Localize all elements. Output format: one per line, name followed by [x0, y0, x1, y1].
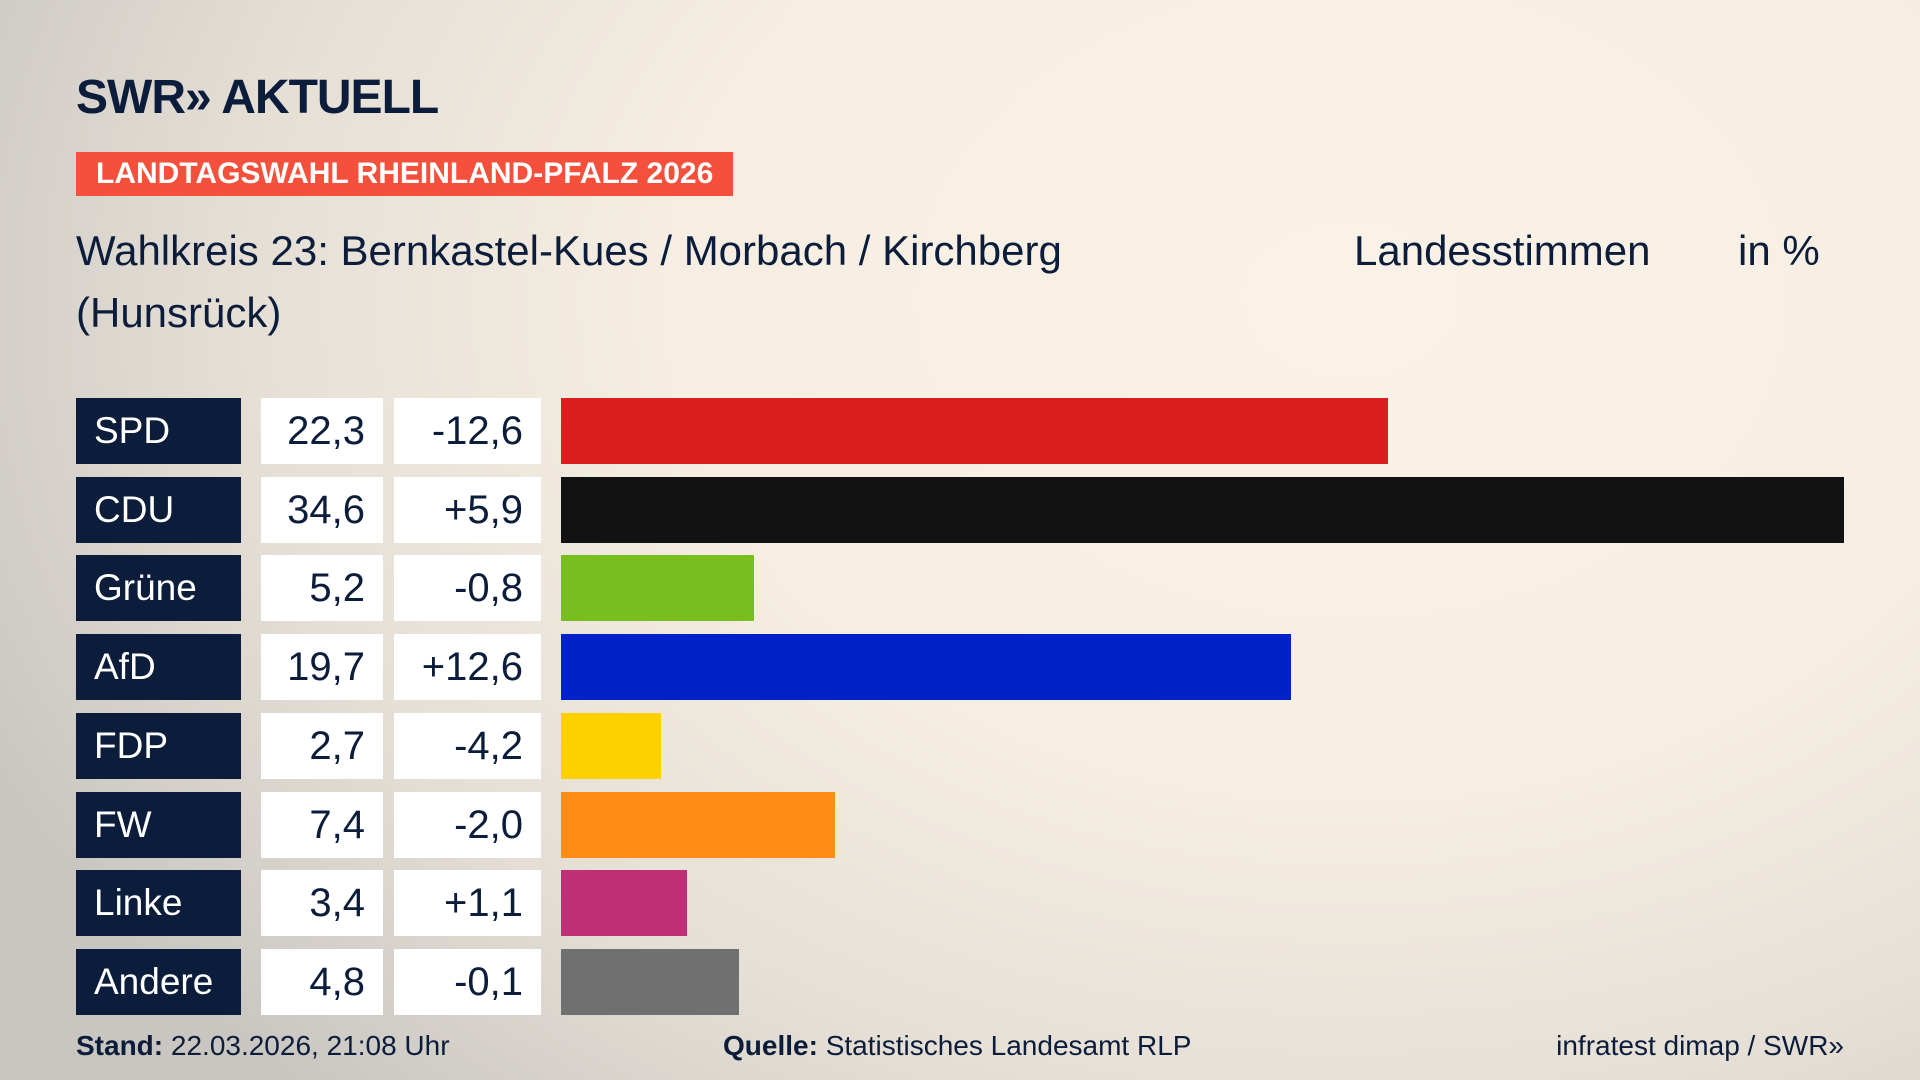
value-label: 2,7	[261, 712, 383, 779]
stand-value: 22.03.2026, 21:08 Uhr	[170, 1030, 450, 1061]
bar	[561, 870, 688, 937]
page-title: Wahlkreis 23: Bernkastel-Kues / Morbach …	[76, 227, 1062, 336]
credit: infratest dimap / SWR»	[1556, 1030, 1844, 1061]
party-label: FDP	[76, 712, 241, 779]
value-label: 3,4	[261, 870, 383, 937]
change-label: -0,8	[394, 555, 541, 622]
change-label: -4,2	[394, 712, 541, 779]
stand: Stand: 22.03.2026, 21:08 Uhr	[76, 1030, 450, 1062]
bar-row-3: AfD 19,7 +12,6	[0, 634, 1920, 701]
value-label: 34,6	[261, 476, 383, 543]
change-label: +5,9	[394, 476, 541, 543]
change-label: -12,6	[394, 398, 541, 464]
bar	[561, 476, 1844, 543]
stand-label: Stand:	[76, 1030, 164, 1061]
party-label: FW	[76, 791, 241, 858]
bar	[561, 634, 1292, 701]
party-label: SPD	[76, 398, 241, 464]
change-label: -0,1	[394, 948, 541, 1015]
source-label: Quelle:	[723, 1030, 818, 1061]
measure-label: Landesstimmen	[1354, 227, 1651, 274]
unit-label: in %	[1738, 227, 1820, 274]
election-banner: LANDTAGSWAHL RHEINLAND-PFALZ 2026	[76, 152, 734, 196]
source-value: Statistisches Landesamt RLP	[825, 1030, 1192, 1061]
change-label: +12,6	[394, 634, 541, 701]
bar-row-5: FW 7,4 -2,0	[0, 791, 1920, 858]
bar	[561, 791, 836, 858]
party-label: AfD	[76, 634, 241, 701]
bar-row-2: Grüne 5,2 -0,8	[0, 555, 1920, 622]
swr-aktuell-logo: SWR» AKTUELL	[76, 71, 439, 124]
value-label: 5,2	[261, 555, 383, 622]
bar-row-1: CDU 34,6 +5,9	[0, 476, 1920, 543]
bar	[561, 948, 739, 1015]
value-label: 19,7	[261, 634, 383, 701]
bar-row-0: SPD 22,3 -12,6	[0, 398, 1920, 464]
change-label: -2,0	[394, 791, 541, 858]
bar-row-7: Andere 4,8 -0,1	[0, 948, 1920, 1015]
source: Quelle: Statistisches Landesamt RLP	[723, 1030, 1191, 1062]
value-label: 22,3	[261, 398, 383, 464]
bar	[561, 555, 754, 622]
bar	[561, 398, 1388, 464]
value-label: 4,8	[261, 948, 383, 1015]
bar-row-6: Linke 3,4 +1,1	[0, 870, 1920, 937]
party-label: Linke	[76, 870, 241, 937]
value-label: 7,4	[261, 791, 383, 858]
party-label: Andere	[76, 948, 241, 1015]
bar	[561, 712, 662, 779]
party-label: Grüne	[76, 555, 241, 622]
bar-row-4: FDP 2,7 -4,2	[0, 712, 1920, 779]
party-label: CDU	[76, 476, 241, 543]
change-label: +1,1	[394, 870, 541, 937]
